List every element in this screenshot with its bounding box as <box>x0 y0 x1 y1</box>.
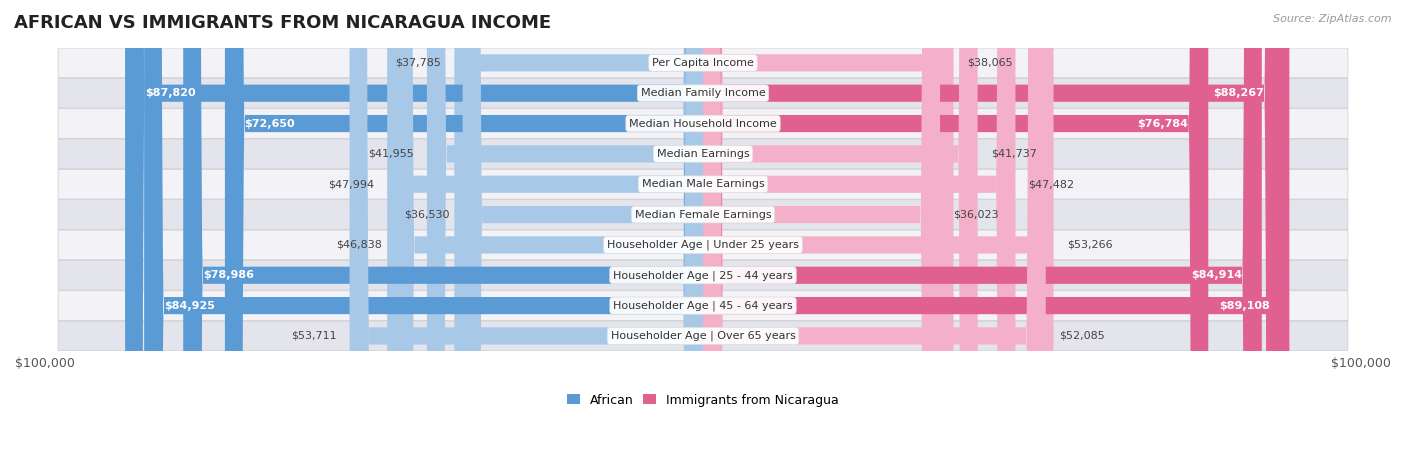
Text: $41,955: $41,955 <box>368 149 413 159</box>
Text: Median Earnings: Median Earnings <box>657 149 749 159</box>
FancyBboxPatch shape <box>387 0 703 467</box>
Text: $46,838: $46,838 <box>336 240 381 250</box>
FancyBboxPatch shape <box>427 0 703 467</box>
FancyBboxPatch shape <box>58 291 1348 320</box>
Text: Per Capita Income: Per Capita Income <box>652 58 754 68</box>
Text: $53,711: $53,711 <box>291 331 336 341</box>
Text: AFRICAN VS IMMIGRANTS FROM NICARAGUA INCOME: AFRICAN VS IMMIGRANTS FROM NICARAGUA INC… <box>14 14 551 32</box>
Text: Householder Age | 25 - 44 years: Householder Age | 25 - 44 years <box>613 270 793 281</box>
Text: Median Male Earnings: Median Male Earnings <box>641 179 765 189</box>
FancyBboxPatch shape <box>58 48 1348 78</box>
FancyBboxPatch shape <box>703 0 941 467</box>
FancyBboxPatch shape <box>58 200 1348 229</box>
Text: $36,530: $36,530 <box>404 210 450 219</box>
FancyBboxPatch shape <box>58 139 1348 169</box>
FancyBboxPatch shape <box>703 0 953 467</box>
FancyBboxPatch shape <box>58 170 1348 199</box>
FancyBboxPatch shape <box>463 0 703 467</box>
Text: $87,820: $87,820 <box>145 88 195 98</box>
Text: $88,267: $88,267 <box>1213 88 1264 98</box>
FancyBboxPatch shape <box>703 0 1046 467</box>
Text: $78,986: $78,986 <box>202 270 254 280</box>
Text: $72,650: $72,650 <box>245 119 295 128</box>
FancyBboxPatch shape <box>395 0 703 467</box>
Text: $53,266: $53,266 <box>1067 240 1112 250</box>
Text: $47,482: $47,482 <box>1029 179 1074 189</box>
Text: $76,784: $76,784 <box>1137 119 1188 128</box>
Text: Householder Age | Over 65 years: Householder Age | Over 65 years <box>610 331 796 341</box>
Text: Source: ZipAtlas.com: Source: ZipAtlas.com <box>1274 14 1392 24</box>
FancyBboxPatch shape <box>58 230 1348 260</box>
FancyBboxPatch shape <box>703 0 1208 467</box>
FancyBboxPatch shape <box>703 0 1261 467</box>
Text: Householder Age | Under 25 years: Householder Age | Under 25 years <box>607 240 799 250</box>
FancyBboxPatch shape <box>703 0 1284 467</box>
Text: Median Female Earnings: Median Female Earnings <box>634 210 772 219</box>
FancyBboxPatch shape <box>225 0 703 467</box>
FancyBboxPatch shape <box>125 0 703 467</box>
Text: $41,737: $41,737 <box>991 149 1036 159</box>
FancyBboxPatch shape <box>703 0 1015 467</box>
FancyBboxPatch shape <box>58 321 1348 351</box>
Text: $84,925: $84,925 <box>165 301 215 311</box>
Text: Median Family Income: Median Family Income <box>641 88 765 98</box>
Text: $89,108: $89,108 <box>1219 301 1270 311</box>
Text: $36,023: $36,023 <box>953 210 998 219</box>
FancyBboxPatch shape <box>703 0 977 467</box>
FancyBboxPatch shape <box>183 0 703 467</box>
FancyBboxPatch shape <box>703 0 1289 467</box>
Text: $47,994: $47,994 <box>328 179 374 189</box>
FancyBboxPatch shape <box>58 109 1348 138</box>
FancyBboxPatch shape <box>454 0 703 467</box>
Text: Householder Age | 45 - 64 years: Householder Age | 45 - 64 years <box>613 300 793 311</box>
FancyBboxPatch shape <box>703 0 1053 467</box>
FancyBboxPatch shape <box>145 0 703 467</box>
Text: $38,065: $38,065 <box>967 58 1012 68</box>
Text: $84,914: $84,914 <box>1191 270 1241 280</box>
Text: $37,785: $37,785 <box>395 58 441 68</box>
FancyBboxPatch shape <box>58 261 1348 290</box>
FancyBboxPatch shape <box>350 0 703 467</box>
Text: Median Household Income: Median Household Income <box>628 119 778 128</box>
FancyBboxPatch shape <box>58 78 1348 108</box>
Text: $52,085: $52,085 <box>1059 331 1105 341</box>
Legend: African, Immigrants from Nicaragua: African, Immigrants from Nicaragua <box>562 389 844 411</box>
